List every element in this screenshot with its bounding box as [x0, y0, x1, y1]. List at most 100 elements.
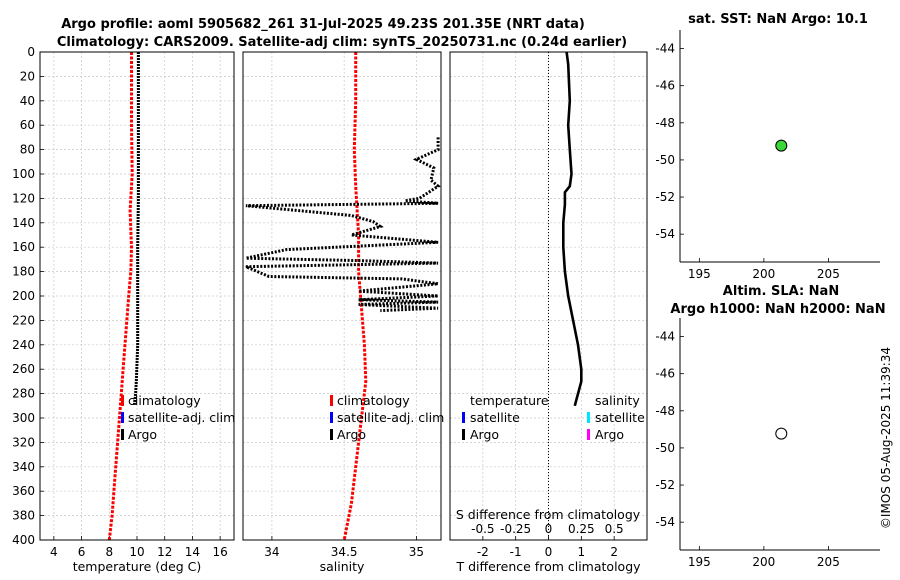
argo-location-marker: [775, 139, 788, 152]
y-tick-label: -54: [655, 515, 675, 529]
y-tick-label: 40: [20, 94, 35, 108]
legend-swatch: [330, 429, 333, 440]
y-tick-label: 300: [12, 411, 35, 425]
y-tick-label: -44: [655, 42, 675, 56]
x-axis-label: temperature (deg C): [73, 559, 202, 574]
salinity-series-group: [245, 52, 441, 540]
x-tick-label: 16: [213, 545, 228, 559]
x-axis-label: T difference from climatology: [455, 559, 641, 574]
y-tick-label: 360: [12, 484, 35, 498]
x-tick-label: 34.5: [331, 545, 358, 559]
y-tick-label: 320: [12, 435, 35, 449]
y-tick-label: 20: [20, 69, 35, 83]
y-tick-label: 220: [12, 313, 35, 327]
difference-panel: -2 -1 0 1 2 S difference from climatology-0.5…: [449, 51, 648, 574]
y-tick-label: -50: [655, 441, 675, 455]
legend-label: Argo: [595, 427, 624, 442]
top-x-tick-label: 0.5: [605, 522, 624, 536]
x-tick-label: 8: [105, 545, 113, 559]
legend-label: satellite-adj. clim: [128, 410, 235, 425]
y-tick-label: 100: [12, 167, 35, 181]
y-tick-label: 340: [12, 460, 35, 474]
y-tick-label: -52: [655, 190, 675, 204]
y-tick-label: -44: [655, 330, 675, 344]
x-tick-label: 195: [688, 267, 711, 281]
x-tick-label: 205: [817, 267, 840, 281]
x-axis-label: salinity: [320, 559, 365, 574]
top-x-tick-label: 0: [545, 522, 553, 536]
legend-label: Argo: [470, 427, 499, 442]
figure-title-line1: Argo profile: aoml 5905682_261 31-Jul-20…: [61, 17, 585, 32]
x-tick-label: 35: [409, 545, 424, 559]
legend-swatch: [330, 412, 333, 423]
y-tick-label: 140: [12, 216, 35, 230]
y-tick-label: -50: [655, 153, 675, 167]
legend-label: Argo: [337, 427, 366, 442]
y-tick-label: 380: [12, 509, 35, 523]
x-tick-label: 1: [578, 545, 586, 559]
x-tick-label: 200: [752, 555, 775, 569]
climatology-temperature-line: [107, 52, 134, 541]
figure-title-line2: Climatology: CARS2009. Satellite-adj cli…: [57, 35, 627, 50]
x-tick-label: 0: [545, 545, 553, 559]
legend-swatch: [121, 395, 124, 406]
x-tick-label: 4: [50, 545, 58, 559]
x-tick-label: 2: [610, 545, 618, 559]
y-tick-label: 260: [12, 362, 35, 376]
x-tick-label: 12: [157, 545, 172, 559]
x-tick-label: 14: [185, 545, 200, 559]
x-tick-label: 10: [129, 545, 144, 559]
legend-heading-salinity: salinity: [595, 393, 640, 408]
y-tick-label: 200: [12, 289, 35, 303]
plot-frame: [242, 51, 442, 541]
argo-location-marker: [775, 427, 788, 440]
x-tick-label: 200: [752, 267, 775, 281]
legend-label: satellite: [470, 410, 520, 425]
legend-swatch: [462, 412, 465, 423]
y-tick-label: 280: [12, 387, 35, 401]
temperature-panel: 4 6 8 10 12 14 1602040608010012014016018020022…: [12, 45, 235, 574]
map-subtitle: Argo h1000: NaN h2000: NaN: [670, 302, 885, 317]
legend-swatch: [121, 412, 124, 423]
x-tick-label: 195: [688, 555, 711, 569]
y-tick-label: 400: [12, 533, 35, 547]
plot-frame: [449, 51, 648, 541]
x-tick-label: 6: [78, 545, 86, 559]
legend-label: satellite-adj. clim: [337, 410, 444, 425]
imos-credit: ©IMOS 05-Aug-2025 11:39:34: [879, 347, 893, 529]
climatology-salinity-line: [342, 52, 368, 540]
legend-swatch: [121, 429, 124, 440]
plot-frame: [39, 51, 235, 541]
y-tick-label: 120: [12, 191, 35, 205]
y-tick-label: -48: [655, 404, 675, 418]
x-tick-label: -2: [477, 545, 489, 559]
map-title: sat. SST: NaN Argo: 10.1: [688, 12, 868, 27]
legend-label: Argo: [128, 427, 157, 442]
salinity-panel: 34 34.5 35 climatology satellite-adj. clim Ar…: [242, 51, 444, 574]
y-tick-label: 180: [12, 265, 35, 279]
legend-swatch: [330, 395, 333, 406]
argo-temperature-line: [132, 52, 140, 406]
y-tick-label: 80: [20, 143, 35, 157]
argo-salinity-line: [245, 137, 441, 313]
legend-label: climatology: [337, 393, 410, 408]
legend-swatch: [462, 429, 465, 440]
top-x-tick-label: 0.25: [568, 522, 595, 536]
top-axis-label: S difference from climatology: [456, 507, 641, 522]
argo-temperature-difference-line: [561, 51, 583, 407]
top-x-tick-label: -0.5: [471, 522, 494, 536]
y-tick-label: 0: [27, 45, 35, 59]
y-tick-label: 240: [12, 338, 35, 352]
y-tick-label: -46: [655, 79, 675, 93]
y-tick-label: -46: [655, 367, 675, 381]
y-tick-label: 60: [20, 118, 35, 132]
y-tick-label: 160: [12, 240, 35, 254]
y-tick-label: -52: [655, 478, 675, 492]
map-title: Altim. SLA: NaN: [723, 284, 839, 299]
y-tick-label: -48: [655, 116, 675, 130]
legend-swatch: [587, 429, 590, 440]
sla-map-panel: -44 -46 -48 -50 -52 -54 195 200 205 Altim. SLA: N…: [655, 284, 885, 569]
top-x-tick-label: -0.25: [500, 522, 531, 536]
x-tick-label: -1: [510, 545, 522, 559]
sst-map-panel: -44 -46 -48 -50 -52 -54 195 200 205 sat. SST: NaN…: [655, 12, 880, 281]
